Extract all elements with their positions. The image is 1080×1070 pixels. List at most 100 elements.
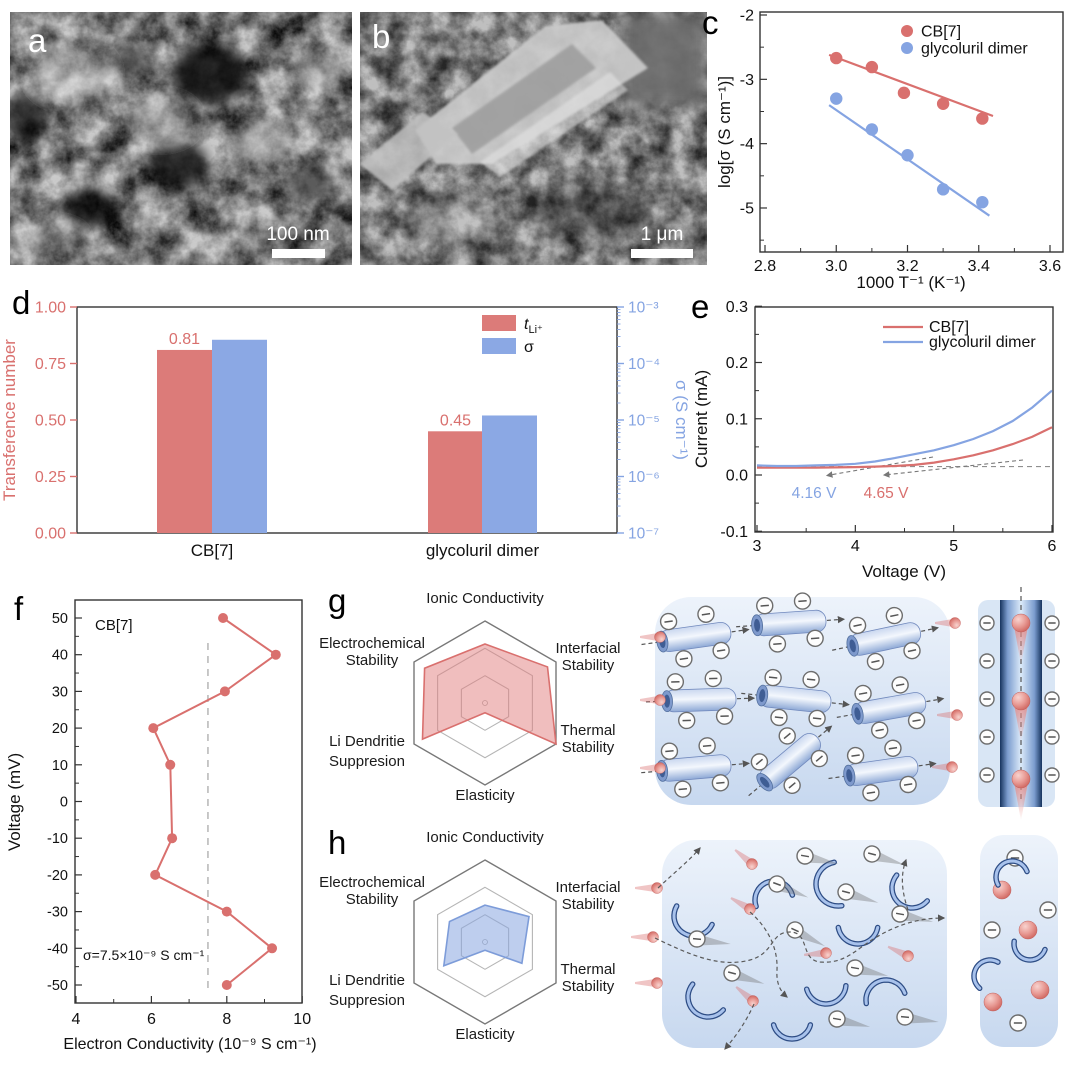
anion-icon: [848, 616, 867, 635]
arrhenius-chart: 2.8 3.0 3.2 3.4 3.6 -2 -3 -4 -5 1000 T⁻¹ (K⁻¹) log…: [715, 8, 1064, 292]
svg-text:log[σ (S cm⁻¹)]: log[σ (S cm⁻¹)]: [715, 76, 734, 188]
lithium-ion-icon: [640, 694, 666, 706]
legend-swatch-icon: [482, 338, 516, 354]
svg-text:3.2: 3.2: [896, 258, 918, 275]
svg-text:6: 6: [147, 1011, 156, 1028]
bar-tli: [157, 349, 212, 533]
svg-text:-2: -2: [740, 8, 754, 25]
anion-icon: [764, 668, 782, 687]
svg-text:CB[7]: CB[7]: [929, 319, 969, 336]
lithium-ion-icon: [635, 977, 663, 989]
glycoluril-arc-icon: [685, 981, 727, 1020]
svg-text:1.00: 1.00: [35, 300, 66, 317]
svg-text:1000 T⁻¹ (K⁻¹): 1000 T⁻¹ (K⁻¹): [856, 273, 965, 292]
svg-text:10: 10: [293, 1011, 311, 1028]
svg-text:6: 6: [1048, 538, 1057, 555]
svg-text:0.2: 0.2: [726, 355, 748, 372]
anion-icon: [1044, 615, 1060, 631]
glycoluril-arc-icon: [752, 878, 796, 910]
anion-icon: [770, 708, 788, 727]
nanotube-icon: [736, 592, 846, 653]
glycoluril-arc-icon: [863, 977, 908, 1007]
anion-icon: [862, 784, 880, 802]
svg-text:4.16 V: 4.16 V: [792, 485, 837, 502]
anion-icon: [666, 673, 685, 691]
legend-marker-icon: [901, 25, 913, 37]
legend-marker-icon: [901, 42, 913, 54]
lithium-ion-icon: [635, 882, 663, 894]
svg-text:0.45: 0.45: [440, 412, 471, 429]
lithium-ion-icon: [1030, 980, 1050, 1000]
anion-comet-icon: [723, 964, 765, 984]
lithium-ion-icon: [887, 945, 914, 962]
scalebar-b: 1 μm: [629, 224, 695, 258]
svg-text:CB[7]: CB[7]: [191, 541, 234, 560]
scalebar-label-a: 100 nm: [266, 224, 330, 245]
ion-channel-icon: [978, 587, 1060, 821]
glycoluril-arc-icon: [971, 957, 1001, 992]
svg-text:Stability: Stability: [346, 652, 399, 669]
anion-icon: [698, 737, 716, 755]
svg-text:-3: -3: [740, 72, 754, 89]
anion-icon: [979, 691, 995, 707]
radar-chart-cb7: Ionic ConductivityInterfacialStabilityTh…: [319, 590, 620, 804]
svg-text:2.8: 2.8: [754, 258, 776, 275]
lithium-ion-icon: [1011, 613, 1031, 633]
nanotube-icon: [741, 668, 850, 728]
svg-text:0.1: 0.1: [726, 411, 748, 428]
svg-text:Stability: Stability: [562, 978, 615, 995]
svg-text:Interfacial: Interfacial: [555, 640, 620, 657]
anion-icon: [870, 721, 889, 739]
anion-icon: [903, 641, 921, 660]
svg-text:8: 8: [222, 1011, 231, 1028]
anion-icon: [1044, 729, 1060, 745]
anion-comet-icon: [891, 905, 934, 923]
anion-icon: [979, 767, 995, 783]
anion-icon: [1044, 691, 1060, 707]
svg-text:-5: -5: [740, 200, 754, 217]
svg-text:3: 3: [753, 538, 762, 555]
anion-icon: [678, 711, 696, 730]
anion-icon: [884, 739, 902, 757]
anion-icon: [1009, 1014, 1027, 1032]
panel-letter-d: d: [12, 284, 31, 321]
glycoluril-arc-icon: [671, 903, 715, 939]
lithium-ion-icon: [937, 709, 963, 721]
anion-icon: [715, 707, 734, 725]
legend-swatch-icon: [482, 315, 516, 331]
nanotube-icon: [646, 669, 756, 730]
anion-comet-icon: [796, 847, 839, 865]
panel-letter-f: f: [14, 590, 24, 627]
anion-comet-icon: [768, 875, 809, 898]
anion-icon: [674, 780, 692, 798]
anion-icon: [756, 597, 774, 615]
transference-bar-chart: 0.00 0.25 0.50 0.75 1.00 10⁻³ 10⁻⁴ 10⁻⁵ 10⁻⁶ 10⁻⁷…: [0, 300, 691, 561]
svg-text:Elasticity: Elasticity: [455, 787, 515, 804]
anion-icon: [1044, 767, 1060, 783]
svg-text:glycoluril dimer: glycoluril dimer: [426, 541, 540, 560]
lithium-ion-icon: [735, 986, 759, 1007]
lithium-ion-icon: [983, 992, 1003, 1012]
anion-comet-icon: [837, 883, 879, 903]
anion-icon: [712, 641, 730, 660]
sem-pores: [10, 44, 346, 256]
svg-text:CB[7]: CB[7]: [921, 24, 961, 41]
dashed-arrow-icon: [749, 911, 788, 998]
svg-text:Li Dendritie: Li Dendritie: [329, 972, 405, 989]
anion-icon: [846, 746, 865, 765]
svg-text:Li Dendritie: Li Dendritie: [329, 733, 405, 750]
svg-text:5: 5: [949, 538, 958, 555]
svg-text:50: 50: [52, 611, 68, 627]
sem-texture-b: [360, 12, 707, 265]
svg-text:0.0: 0.0: [726, 468, 748, 485]
svg-text:-0.1: -0.1: [720, 524, 748, 541]
svg-text:Electrochemical: Electrochemical: [319, 874, 425, 891]
anion-icon: [979, 615, 995, 631]
sem-image-b: b 1 μm: [360, 12, 707, 265]
svg-text:Stability: Stability: [562, 739, 615, 756]
lithium-ion-icon: [1018, 920, 1038, 940]
svg-text:-10: -10: [47, 831, 68, 847]
lsv-chart: 3 4 5 6 0.3 0.2 0.1 0.0 -0.1 Voltage (V) Current (…: [692, 299, 1057, 581]
anion-icon: [802, 670, 820, 689]
